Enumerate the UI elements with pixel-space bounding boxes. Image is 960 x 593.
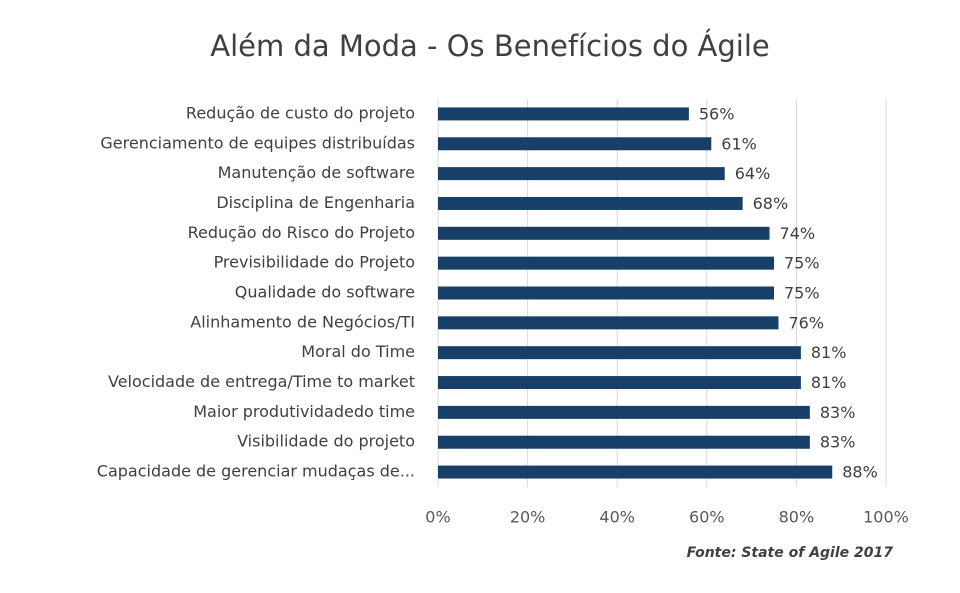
data-label: 83% xyxy=(820,433,856,452)
bar xyxy=(438,107,689,121)
y-tick-label: Redução de custo do projeto xyxy=(186,103,415,122)
y-tick-label: Manutenção de software xyxy=(218,163,415,182)
data-label: 81% xyxy=(811,343,847,362)
y-tick-label: Previsibilidade do Projeto xyxy=(214,253,415,272)
y-tick-label: Moral do Time xyxy=(301,342,415,361)
data-label: 56% xyxy=(699,104,735,123)
bar xyxy=(438,137,712,151)
y-tick-label: Gerenciamento de equipes distribuídas xyxy=(100,133,415,152)
source-note: Fonte: State of Agile 2017 xyxy=(687,545,894,561)
bar xyxy=(438,196,743,210)
x-tick-label: 20% xyxy=(510,508,546,527)
x-tick-label: 100% xyxy=(863,508,909,527)
x-tick-label: 0% xyxy=(425,508,450,527)
bar xyxy=(438,346,801,360)
chart-title: Além da Moda - Os Benefícios do Ágile xyxy=(210,29,769,63)
data-label: 68% xyxy=(753,194,789,213)
data-label: 64% xyxy=(735,164,771,183)
data-label: 74% xyxy=(780,224,816,243)
bar xyxy=(438,256,774,270)
data-label: 83% xyxy=(820,403,856,422)
y-tick-label: Disciplina de Engenharia xyxy=(216,193,415,212)
bar xyxy=(438,167,725,181)
data-label: 76% xyxy=(788,313,824,332)
y-tick-label: Capacidade de gerenciar mudaças de... xyxy=(97,462,415,481)
bar xyxy=(438,465,833,479)
data-label: 75% xyxy=(784,284,820,303)
data-label: 75% xyxy=(784,254,820,273)
y-tick-label: Visibilidade do projeto xyxy=(237,432,415,451)
x-tick-label: 60% xyxy=(689,508,725,527)
y-tick-label: Velocidade de entrega/Time to market xyxy=(108,372,415,391)
x-tick-label: 40% xyxy=(599,508,635,527)
data-label: 81% xyxy=(811,373,847,392)
bar xyxy=(438,376,801,390)
y-tick-label: Qualidade do software xyxy=(235,283,415,302)
x-tick-label: 80% xyxy=(779,508,815,527)
data-label: 88% xyxy=(842,463,878,482)
bar xyxy=(438,316,779,330)
y-tick-label: Alinhamento de Negócios/TI xyxy=(190,312,415,331)
bar xyxy=(438,405,810,419)
bar xyxy=(438,286,774,300)
y-tick-label: Maior produtividadedo time xyxy=(193,402,415,421)
y-tick-label: Redução do Risco do Projeto xyxy=(188,223,415,242)
data-label: 61% xyxy=(721,134,757,153)
bar xyxy=(438,226,770,240)
bar xyxy=(438,435,810,449)
